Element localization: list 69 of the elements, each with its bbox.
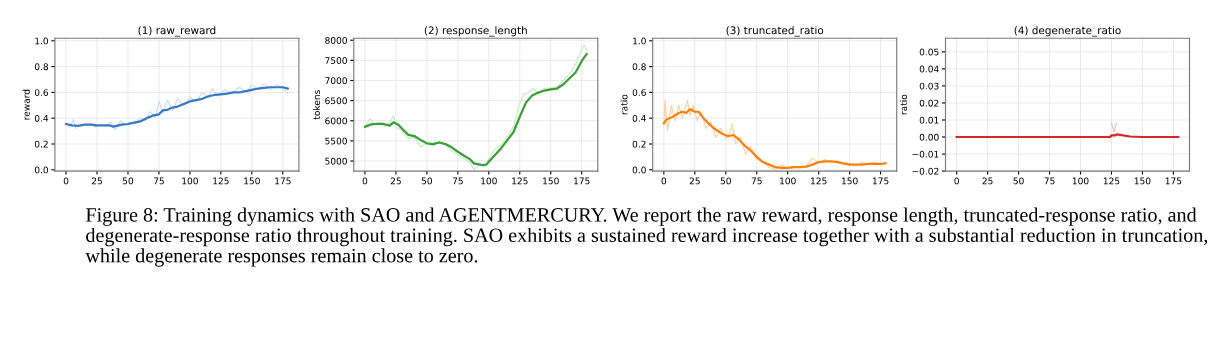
x-tick-label: 25	[390, 177, 401, 185]
x-tick-label: 50	[1013, 177, 1024, 185]
y-tick-label: 0.01	[919, 116, 939, 124]
x-tick-label: 75	[751, 177, 762, 185]
x-tick-label: 75	[1044, 177, 1055, 185]
x-tick-label: 100	[182, 177, 198, 185]
x-tick-label: 175	[574, 177, 590, 185]
x-tick-label: 0	[63, 177, 69, 185]
x-tick-label: 50	[421, 177, 433, 185]
x-tick-label: 75	[153, 177, 164, 185]
y-tick-label: 0.2	[632, 140, 646, 148]
x-tick-label: 25	[982, 177, 993, 185]
caption: Figure 8: Training dynamics with SAO and AGENTMERCURY. We report the raw reward, response length, truncated-response ratio, and degenerate-response ratio throughout training. SAO exhibits a sustained reward increase together with a substantial reduction in truncation, while degenerate responses remain close to zero.	[85, 207, 1208, 267]
chart-title: (3) truncated_ratio	[726, 26, 824, 37]
y-tick-label: 5000	[325, 157, 347, 165]
y-tick-label: 0.0	[632, 166, 646, 174]
y-axis-title: tokens	[313, 90, 321, 120]
chart-title: (1) raw_reward	[138, 26, 216, 37]
y-tick-label: 1.0	[633, 37, 646, 45]
y-tick-label: −0.01	[912, 150, 939, 158]
y-tick-label: 0.4	[632, 114, 646, 122]
x-tick-label: 150	[842, 177, 858, 185]
y-tick-label: 0.03	[919, 82, 939, 90]
x-tick-label: 175	[275, 177, 291, 185]
y-tick-label: 0.8	[632, 63, 646, 71]
chart-title: (4) degenerate_ratio	[1014, 26, 1121, 37]
y-tick-label: 6500	[325, 97, 347, 105]
x-tick-label: 50	[720, 177, 731, 185]
y-tick-label: 0.04	[919, 65, 939, 73]
x-tick-label: 0	[661, 177, 667, 185]
y-tick-label: 0.8	[34, 63, 49, 71]
y-tick-label: 0.05	[919, 48, 939, 56]
y-tick-label: 0.6	[34, 89, 49, 96]
y-tick-label: 0.2	[34, 140, 48, 148]
x-tick-label: 0	[954, 177, 959, 185]
y-tick-label: 6000	[325, 117, 347, 125]
x-tick-label: 125	[1103, 177, 1120, 185]
x-tick-label: 100	[780, 177, 796, 185]
y-tick-label: 1.0	[35, 37, 49, 45]
y-axis-title: ratio	[620, 94, 628, 115]
line-series	[662, 108, 887, 169]
y-tick-label: 0.4	[34, 114, 49, 122]
y-tick-label: −0.02	[912, 167, 939, 175]
x-tick-label: 25	[689, 177, 700, 185]
y-tick-label: 0.6	[632, 89, 646, 96]
x-tick-label: 150	[244, 177, 260, 185]
y-tick-label: 7500	[325, 57, 347, 64]
y-tick-label: 0.00	[919, 133, 939, 141]
x-tick-label: 0	[362, 177, 368, 185]
x-tick-label: 175	[1165, 177, 1182, 185]
y-tick-label: 7000	[325, 77, 347, 85]
x-tick-label: 150	[543, 177, 559, 185]
y-tick-label: 0.02	[919, 99, 939, 107]
y-axis-title: ratio	[900, 94, 908, 115]
x-tick-label: 150	[1134, 177, 1151, 185]
x-tick-label: 25	[91, 177, 102, 185]
chart-title: (2) response_length	[424, 26, 527, 37]
x-tick-label: 175	[872, 177, 889, 185]
y-tick-label: 5500	[325, 137, 347, 145]
x-tick-label: 50	[122, 177, 134, 185]
x-tick-label: 125	[213, 177, 229, 185]
y-axis-title: reward	[22, 89, 30, 120]
x-tick-label: 125	[512, 177, 528, 185]
x-tick-label: 100	[481, 177, 497, 185]
y-tick-label: 0.0	[34, 166, 49, 174]
y-tick-label: 8000	[325, 36, 347, 44]
x-tick-label: 100	[1072, 177, 1089, 185]
x-tick-label: 125	[811, 177, 827, 185]
x-tick-label: 75	[452, 177, 463, 185]
